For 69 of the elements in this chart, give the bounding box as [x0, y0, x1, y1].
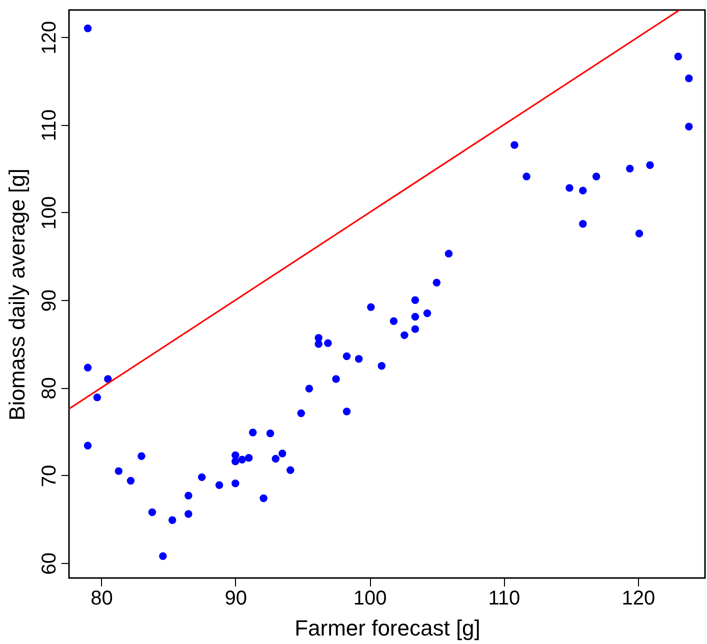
y-tick-label: 60 — [38, 552, 60, 575]
point — [184, 510, 192, 518]
point — [579, 220, 587, 228]
point — [444, 250, 453, 258]
point — [432, 278, 441, 286]
y-tick-label: 90 — [38, 290, 60, 312]
y-tick-label: 70 — [38, 464, 60, 488]
point — [324, 339, 332, 347]
point — [314, 340, 322, 348]
point — [592, 172, 600, 180]
point — [626, 164, 634, 173]
point — [423, 309, 432, 318]
point — [305, 384, 314, 393]
point — [332, 375, 340, 383]
point — [238, 456, 246, 464]
point — [354, 355, 363, 363]
x-tick-label: 90 — [224, 588, 248, 610]
point — [579, 186, 587, 194]
point — [674, 52, 682, 60]
point — [685, 74, 693, 82]
x-tick-label: 100 — [353, 588, 387, 610]
point — [138, 452, 146, 460]
point — [260, 494, 268, 502]
x-tick-label: 80 — [90, 588, 113, 610]
point — [510, 141, 518, 149]
point — [84, 364, 92, 372]
point — [148, 508, 156, 516]
point — [232, 458, 240, 466]
y-axis-title: Biomass daily average [g] — [4, 168, 30, 420]
y-tick-label: 80 — [38, 377, 60, 400]
point — [84, 24, 92, 32]
point — [367, 303, 375, 312]
point — [411, 325, 420, 333]
y-tick-label: 120 — [38, 20, 60, 54]
point — [400, 331, 408, 340]
point — [93, 394, 102, 402]
point — [378, 362, 386, 370]
point — [411, 312, 420, 321]
y-tick-label: 100 — [38, 196, 60, 230]
point — [248, 428, 257, 436]
point — [244, 454, 253, 462]
point — [342, 352, 351, 360]
point — [685, 122, 693, 130]
point — [232, 479, 240, 488]
point — [566, 184, 574, 192]
point — [297, 409, 305, 418]
point — [184, 492, 192, 500]
x-axis-title: Farmer forecast [g] — [294, 616, 480, 640]
y-tick-label: 110 — [38, 109, 60, 142]
point — [272, 454, 280, 463]
point — [198, 473, 206, 482]
point — [168, 516, 176, 524]
point — [342, 408, 351, 416]
point — [215, 481, 224, 489]
x-tick-label: 120 — [622, 588, 656, 610]
x-tick-label: 110 — [488, 588, 520, 610]
point — [286, 466, 294, 474]
point — [390, 317, 398, 326]
point — [104, 375, 112, 383]
point — [411, 296, 420, 304]
point — [84, 442, 92, 450]
point — [114, 467, 123, 475]
point — [646, 161, 654, 170]
point — [159, 552, 167, 560]
point — [278, 450, 286, 458]
point — [126, 476, 135, 485]
point — [266, 430, 274, 438]
point — [635, 230, 644, 238]
point — [522, 172, 530, 180]
